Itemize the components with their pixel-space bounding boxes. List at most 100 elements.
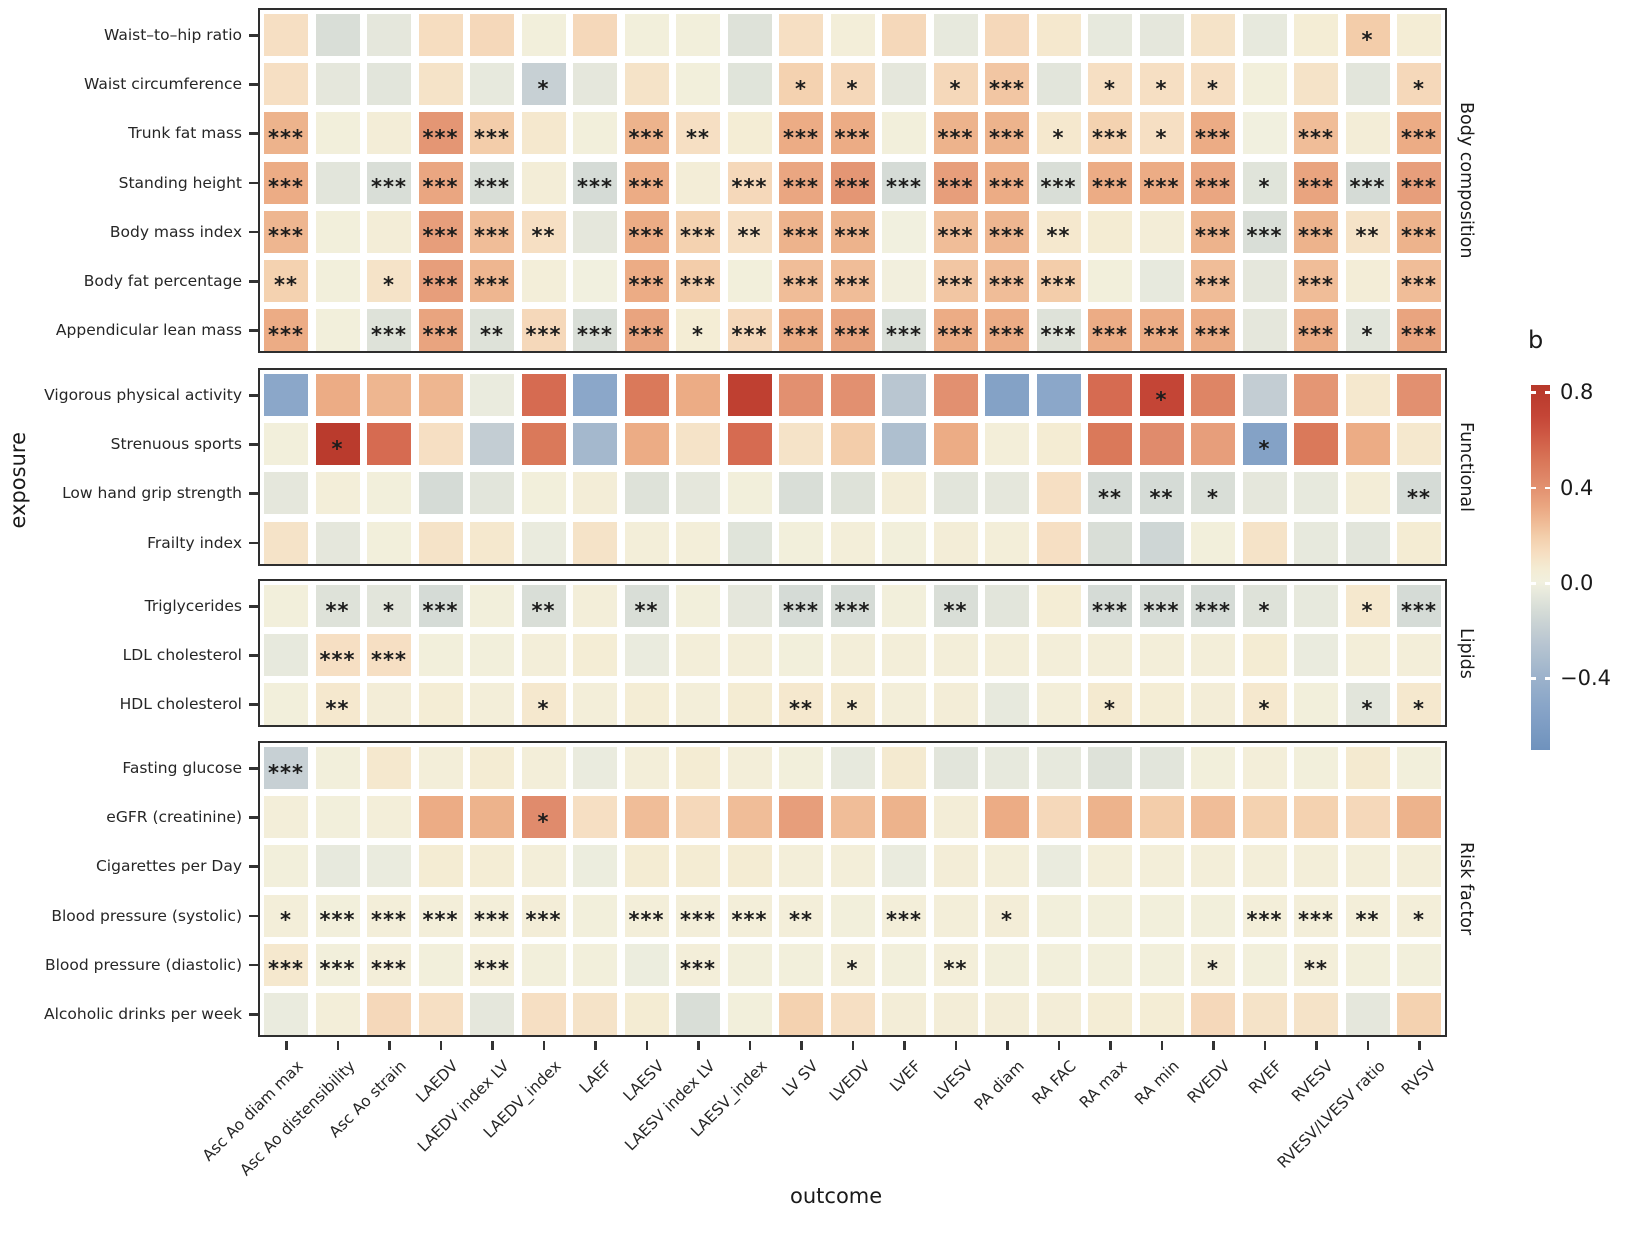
heatmap-cell: [985, 585, 1029, 627]
heatmap-grid: ****************************************…: [264, 747, 1441, 1035]
heatmap-cell: *: [779, 63, 823, 106]
heatmap-cell: [1191, 683, 1235, 726]
heatmap-cell: ***: [1397, 112, 1441, 155]
facet-strip-label: Body composition: [1456, 102, 1476, 259]
legend-tick-mark: [1545, 677, 1550, 680]
significance-stars: *: [1413, 908, 1425, 933]
heatmap-cell: ***: [882, 309, 926, 352]
significance-stars: ***: [1246, 224, 1283, 249]
heatmap-cell: ***: [882, 894, 926, 937]
heatmap-cell: ***: [418, 210, 463, 253]
heatmap-cell: *: [367, 259, 411, 302]
heatmap-cell: ***: [367, 894, 411, 937]
significance-stars: ***: [1143, 322, 1180, 347]
significance-stars: ***: [1040, 175, 1077, 200]
heatmap-cell: ***: [985, 309, 1029, 352]
heatmap-cell: [315, 210, 360, 253]
heatmap-cell: [779, 472, 823, 515]
significance-stars: ***: [1401, 598, 1437, 623]
heatmap-cell: [573, 992, 617, 1035]
x-axis-tick: [954, 1041, 957, 1050]
heatmap-cell: [1088, 943, 1132, 986]
row-label: Frailty index: [147, 533, 242, 552]
significance-stars: ***: [731, 175, 768, 200]
heatmap-cell: [1294, 585, 1338, 627]
heatmap-cell: [882, 210, 926, 253]
y-axis-tick: [249, 541, 258, 545]
significance-stars: ***: [1298, 273, 1334, 298]
x-axis-tick: [439, 1041, 442, 1050]
heatmap-cell: [933, 521, 978, 564]
heatmap-cell: [470, 992, 514, 1035]
heatmap-cell: [367, 472, 411, 515]
heatmap-cell: ***: [1345, 161, 1390, 204]
heatmap-cell: [985, 472, 1029, 515]
column-label: LAEDV: [411, 1057, 462, 1107]
significance-stars: ***: [886, 175, 922, 200]
significance-stars: ***: [474, 957, 510, 982]
heatmap-cell: [624, 634, 669, 677]
significance-stars: ***: [783, 224, 819, 249]
significance-stars: *: [846, 76, 859, 101]
heatmap-cell: ***: [1139, 585, 1184, 627]
heatmap-cell: [1191, 845, 1235, 888]
heatmap-cell: [1345, 63, 1390, 106]
heatmap-cell: ***: [624, 309, 669, 352]
heatmap-cell: ***: [779, 112, 823, 155]
heatmap-cell: [933, 796, 978, 839]
significance-stars: ***: [1195, 273, 1231, 298]
heatmap-cell: [985, 845, 1029, 888]
heatmap-cell: [315, 374, 360, 416]
heatmap-cell: ***: [315, 943, 360, 986]
heatmap-cell: [882, 14, 926, 56]
heatmap-cell: [624, 472, 669, 515]
heatmap-cell: [1191, 747, 1235, 789]
heatmap-cell: [779, 423, 823, 466]
heatmap-cell: [418, 423, 463, 466]
heatmap-cell: [830, 634, 875, 677]
heatmap-cell: [830, 894, 875, 937]
heatmap-cell: [1242, 472, 1287, 515]
heatmap-cell: [1345, 634, 1390, 677]
significance-stars: ***: [1195, 322, 1231, 347]
heatmap-cell: [1242, 992, 1287, 1035]
heatmap-cell: [315, 796, 360, 839]
heatmap-cell: ***: [315, 894, 360, 937]
heatmap-cell: [830, 845, 875, 888]
significance-stars: ***: [474, 175, 510, 200]
heatmap-cell: [985, 796, 1029, 839]
heatmap-cell: [1345, 423, 1390, 466]
heatmap-cell: [1036, 683, 1081, 726]
significance-stars: ***: [319, 957, 356, 982]
heatmap-cell: ***: [264, 210, 308, 253]
heatmap-cell: ***: [676, 943, 720, 986]
significance-stars: ***: [525, 908, 562, 933]
heatmap-cell: [367, 796, 411, 839]
heatmap-cell: [521, 845, 566, 888]
heatmap-cell: [624, 683, 669, 726]
significance-stars: **: [943, 957, 968, 982]
heatmap-cell: [624, 845, 669, 888]
heatmap-cell: [882, 374, 926, 416]
heatmap-cell: [933, 683, 978, 726]
heatmap-cell: ***: [367, 634, 411, 677]
significance-stars: *: [1361, 27, 1374, 52]
heatmap-cell: ***: [1294, 210, 1338, 253]
heatmap-cell: ***: [1294, 112, 1338, 155]
heatmap-cell: [418, 845, 463, 888]
heatmap-cell: ***: [1088, 309, 1132, 352]
heatmap-cell: [1088, 14, 1132, 56]
heatmap-cell: [1036, 992, 1081, 1035]
heatmap-cell: [676, 992, 720, 1035]
x-axis-tick: [851, 1041, 854, 1050]
heatmap-cell: ***: [779, 259, 823, 302]
heatmap-cell: [521, 943, 566, 986]
significance-stars: ***: [1092, 598, 1128, 623]
heatmap-cell: [264, 634, 308, 677]
heatmap-cell: [1088, 796, 1132, 839]
heatmap-cell: [1088, 992, 1132, 1035]
column-label: LAEDV index LV: [414, 1057, 513, 1156]
heatmap-cell: ***: [624, 112, 669, 155]
heatmap-cell: ***: [367, 943, 411, 986]
y-axis-tick: [249, 34, 258, 37]
